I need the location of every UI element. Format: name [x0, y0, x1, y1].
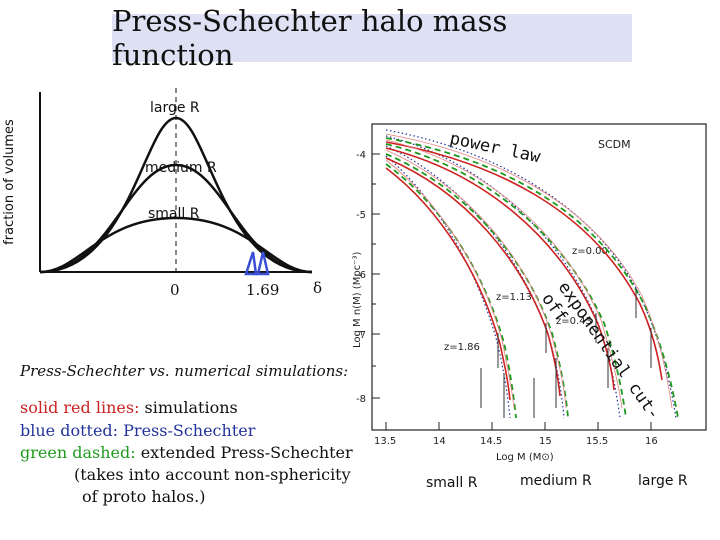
eps-curve-z186: [385, 163, 517, 419]
sim-y-tick-label: -4: [356, 150, 366, 161]
curve-large-r: [39, 116, 313, 274]
sim-x-tick-label: 15: [539, 436, 552, 447]
label-large-r: large R: [150, 100, 200, 116]
sim-x-axis-label: Log M (M⊙): [496, 452, 554, 463]
label-medium-r: medium R: [145, 160, 217, 176]
sim-x-tick-label: 15.5: [586, 436, 608, 447]
label-small-r: small R: [148, 206, 200, 222]
error-bars: [480, 288, 652, 418]
sim-y-ticks: [372, 153, 380, 399]
legend-green: green dashed: extended Press-Schechter: [20, 443, 353, 462]
legend-note-line1: (takes into account non-sphericity: [74, 465, 351, 484]
sim-y-tick-label: -8: [356, 394, 366, 405]
curve-small-r: [39, 216, 313, 274]
sim-y-tick-label: -5: [356, 210, 366, 221]
caption-subtitle: Press-Schechter vs. numerical simulation…: [20, 362, 349, 380]
title-banner: Press-Schechter halo mass function: [112, 4, 632, 72]
eps-curve-z0: [385, 137, 679, 419]
sim-y-tick-label: -7: [356, 330, 366, 341]
bottom-label-large-r: large R: [638, 473, 688, 489]
legend-red: solid red lines: simulations: [20, 398, 238, 417]
sim-y-axis-label: Log M n(M) (Mpc⁻³): [352, 252, 363, 348]
sim-plot-frame: [371, 123, 707, 431]
legend-red-key: solid red lines:: [20, 398, 140, 417]
redshift-label-2: z=1.13: [496, 292, 532, 303]
bottom-label-small-r: small R: [426, 475, 478, 491]
sim-x-tick-label: 14.5: [480, 436, 502, 447]
sim-curve-z0: [385, 141, 663, 381]
ps-curve-z186: [385, 155, 511, 419]
error-lines: [385, 133, 673, 409]
legend-green-key: green dashed:: [20, 443, 136, 462]
legend-note-line2: of proto halos.): [82, 487, 206, 506]
legend-green-text: extended Press-Schechter: [135, 443, 353, 462]
redshift-label-3: z=1.86: [444, 342, 480, 353]
threshold-arrow-right: [256, 251, 270, 276]
simulation-plot: -4 -5 -6 -7 -8 13.5 14 14.5 15 15.5 16 L…: [352, 123, 707, 463]
sim-y-tick-label: -6: [356, 270, 366, 281]
bottom-label-medium-r: medium R: [520, 473, 592, 489]
sim-model-label: SCDM: [598, 138, 631, 151]
sim-curve-z043: [385, 147, 615, 391]
tick-delta: δ: [313, 279, 323, 297]
redshift-label-1: z=0.43: [556, 316, 592, 327]
legend-blue-text: Press-Schechter: [118, 421, 256, 440]
red-solid-curves: [385, 141, 663, 401]
page-title: Press-Schechter halo mass function: [112, 4, 508, 72]
y-axis-label: fraction of volumes: [2, 119, 17, 245]
sim-x-ticks: [385, 422, 652, 430]
tick-threshold: 1.69: [246, 281, 280, 299]
sim-x-tick-label: 14: [433, 436, 446, 447]
legend-red-text: simulations: [139, 398, 238, 417]
legend-blue-key: blue dotted:: [20, 421, 119, 440]
sim-x-tick-label: 13.5: [374, 436, 396, 447]
tick-zero: 0: [170, 281, 180, 299]
redshift-label-0: z=0.00: [572, 246, 608, 257]
threshold-arrow-left: [244, 251, 258, 276]
legend-blue: blue dotted: Press-Schechter: [20, 421, 255, 440]
sim-x-tick-label: 16: [645, 436, 658, 447]
sim-curve-z186: [385, 167, 511, 401]
